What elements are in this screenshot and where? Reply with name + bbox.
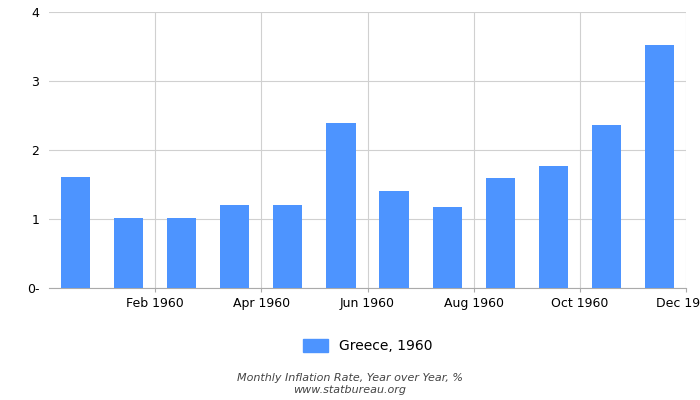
Bar [273,204,302,288]
Bar [539,166,568,288]
Text: www.statbureau.org: www.statbureau.org [293,385,407,395]
Bar [114,218,144,288]
Bar [220,204,249,288]
Bar [592,125,621,288]
Text: Monthly Inflation Rate, Year over Year, %: Monthly Inflation Rate, Year over Year, … [237,373,463,383]
Legend: Greece, 1960: Greece, 1960 [302,339,433,353]
Bar [167,218,196,288]
Bar [326,123,356,288]
Bar [379,191,409,288]
Bar [61,177,90,288]
Bar [645,45,674,288]
Bar [433,206,462,288]
Bar [486,178,514,288]
